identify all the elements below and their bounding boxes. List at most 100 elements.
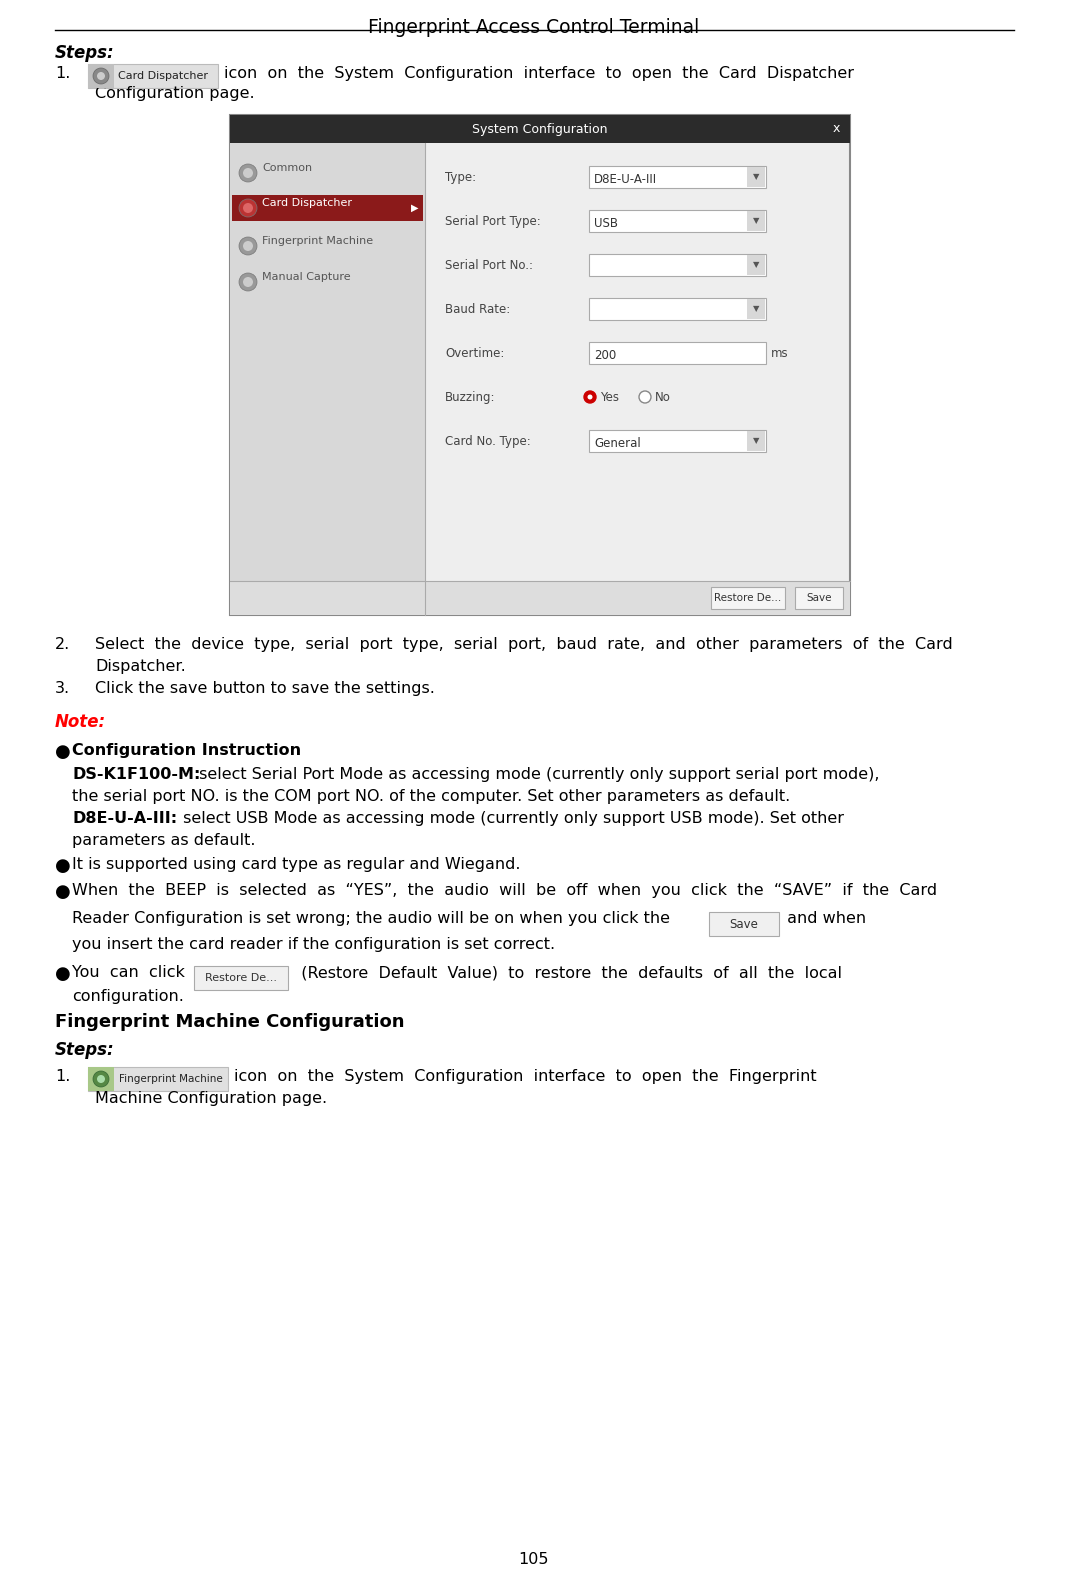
Text: 105: 105: [518, 1552, 549, 1567]
Text: x: x: [833, 123, 839, 135]
FancyBboxPatch shape: [230, 115, 850, 615]
Text: Restore De...: Restore De...: [205, 973, 277, 982]
Text: Reader Configuration is set wrong; the audio will be on when you click the: Reader Configuration is set wrong; the a…: [72, 912, 670, 926]
FancyBboxPatch shape: [193, 967, 288, 990]
Text: Card No. Type:: Card No. Type:: [445, 435, 530, 448]
Text: configuration.: configuration.: [72, 989, 184, 1005]
Text: You  can  click: You can click: [72, 965, 185, 979]
Text: It is supported using card type as regular and Wiegand.: It is supported using card type as regul…: [72, 857, 521, 872]
FancyBboxPatch shape: [88, 64, 114, 88]
Circle shape: [639, 391, 651, 402]
Text: 200: 200: [594, 349, 616, 362]
FancyBboxPatch shape: [747, 299, 765, 319]
Text: ●: ●: [55, 883, 71, 901]
Text: Fingerprint Machine: Fingerprint Machine: [119, 1074, 222, 1085]
Text: Configuration page.: Configuration page.: [95, 86, 254, 101]
FancyBboxPatch shape: [589, 299, 766, 321]
Text: Save: Save: [806, 593, 832, 604]
Text: Click the save button to save the settings.: Click the save button to save the settin…: [95, 681, 435, 696]
Text: Overtime:: Overtime:: [445, 347, 505, 360]
Text: When  the  BEEP  is  selected  as  “YES”,  the  audio  will  be  off  when  you : When the BEEP is selected as “YES”, the …: [72, 883, 938, 898]
Circle shape: [243, 241, 253, 252]
Text: select USB Mode as accessing mode (currently only support USB mode). Set other: select USB Mode as accessing mode (curre…: [179, 811, 845, 825]
FancyBboxPatch shape: [747, 211, 765, 231]
Text: D8E-U-A-III:: D8E-U-A-III:: [72, 811, 177, 825]
FancyBboxPatch shape: [747, 167, 765, 187]
Text: ▼: ▼: [753, 173, 759, 181]
Text: select Serial Port Mode as accessing mode (currently only support serial port mo: select Serial Port Mode as accessing mod…: [193, 767, 880, 781]
Text: and when: and when: [783, 912, 866, 926]
Circle shape: [243, 168, 253, 178]
Circle shape: [588, 395, 592, 399]
Circle shape: [93, 68, 109, 83]
FancyBboxPatch shape: [795, 586, 843, 608]
Text: 3.: 3.: [55, 681, 71, 696]
Text: Save: Save: [729, 918, 758, 931]
Text: Select  the  device  type,  serial  port  type,  serial  port,  baud  rate,  and: Select the device type, serial port type…: [95, 637, 952, 652]
Text: No: No: [655, 391, 671, 404]
Circle shape: [584, 391, 597, 402]
Text: Baud Rate:: Baud Rate:: [445, 303, 510, 316]
Text: Serial Port No.:: Serial Port No.:: [445, 259, 533, 272]
FancyBboxPatch shape: [747, 431, 765, 451]
Text: USB: USB: [594, 217, 618, 230]
Text: DS-K1F100-M:: DS-K1F100-M:: [72, 767, 200, 781]
Text: ▼: ▼: [753, 437, 759, 445]
FancyBboxPatch shape: [589, 211, 766, 233]
Text: the serial port NO. is the COM port NO. of the computer. Set other parameters as: the serial port NO. is the COM port NO. …: [72, 789, 790, 803]
FancyBboxPatch shape: [747, 255, 765, 275]
Circle shape: [239, 163, 257, 182]
Circle shape: [239, 274, 257, 291]
Text: 1.: 1.: [55, 66, 71, 82]
FancyBboxPatch shape: [88, 64, 218, 88]
FancyBboxPatch shape: [230, 115, 850, 143]
Circle shape: [243, 203, 253, 212]
Text: Configuration Instruction: Configuration Instruction: [72, 744, 301, 758]
Text: ms: ms: [771, 347, 789, 360]
Text: ▼: ▼: [753, 305, 759, 313]
Text: Dispatcher.: Dispatcher.: [95, 659, 186, 674]
Text: Serial Port Type:: Serial Port Type:: [445, 215, 541, 228]
Text: General: General: [594, 437, 640, 450]
Text: Machine Configuration page.: Machine Configuration page.: [95, 1091, 327, 1107]
Text: ▶: ▶: [412, 203, 419, 212]
Text: Restore De...: Restore De...: [714, 593, 781, 604]
Text: you insert the card reader if the configuration is set correct.: you insert the card reader if the config…: [72, 937, 555, 953]
Text: Note:: Note:: [55, 714, 106, 731]
FancyBboxPatch shape: [88, 1067, 114, 1091]
Text: ●: ●: [55, 857, 71, 876]
Text: ▼: ▼: [753, 217, 759, 225]
Text: System Configuration: System Configuration: [472, 123, 608, 135]
Circle shape: [239, 237, 257, 255]
Text: (Restore  Default  Value)  to  restore  the  defaults  of  all  the  local: (Restore Default Value) to restore the d…: [291, 965, 842, 979]
Text: parameters as default.: parameters as default.: [72, 833, 255, 847]
Text: icon  on  the  System  Configuration  interface  to  open  the  Fingerprint: icon on the System Configuration interfa…: [234, 1069, 817, 1085]
FancyBboxPatch shape: [589, 255, 766, 277]
Text: D8E-U-A-III: D8E-U-A-III: [594, 173, 657, 185]
FancyBboxPatch shape: [589, 343, 766, 365]
Text: Type:: Type:: [445, 171, 476, 184]
Text: Steps:: Steps:: [55, 1041, 114, 1060]
Text: Common: Common: [262, 163, 312, 173]
Text: Card Dispatcher: Card Dispatcher: [262, 198, 352, 208]
FancyBboxPatch shape: [589, 431, 766, 453]
FancyBboxPatch shape: [232, 195, 423, 222]
Text: Fingerprint Machine Configuration: Fingerprint Machine Configuration: [55, 1012, 404, 1031]
FancyBboxPatch shape: [589, 167, 766, 189]
FancyBboxPatch shape: [230, 143, 425, 615]
Circle shape: [97, 72, 105, 80]
Text: Fingerprint Access Control Terminal: Fingerprint Access Control Terminal: [369, 17, 699, 38]
FancyBboxPatch shape: [711, 586, 785, 608]
Text: ●: ●: [55, 965, 71, 982]
FancyBboxPatch shape: [230, 582, 850, 615]
Text: icon  on  the  System  Configuration  interface  to  open  the  Card  Dispatcher: icon on the System Configuration interfa…: [224, 66, 854, 82]
Text: Card Dispatcher: Card Dispatcher: [118, 71, 208, 82]
Text: Fingerprint Machine: Fingerprint Machine: [262, 236, 373, 245]
Circle shape: [97, 1075, 105, 1083]
Text: 2.: 2.: [55, 637, 71, 652]
FancyBboxPatch shape: [88, 1067, 228, 1091]
Text: ▼: ▼: [753, 261, 759, 269]
Text: Yes: Yes: [600, 391, 619, 404]
Text: ●: ●: [55, 744, 71, 761]
Circle shape: [243, 277, 253, 288]
